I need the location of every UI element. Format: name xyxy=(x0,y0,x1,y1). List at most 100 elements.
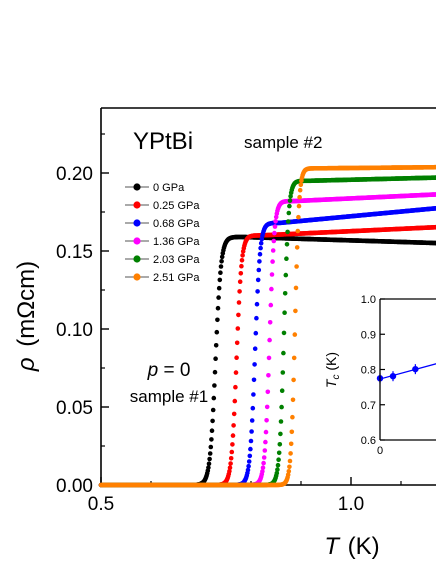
data-point xyxy=(288,451,293,456)
data-point xyxy=(291,377,296,383)
data-point xyxy=(266,373,271,378)
data-point xyxy=(211,395,217,401)
data-point xyxy=(290,397,296,403)
data-point xyxy=(213,343,219,348)
data-point xyxy=(209,428,215,434)
data-point xyxy=(278,419,284,424)
legend-marker xyxy=(133,273,141,281)
y-axis-var: ρ xyxy=(13,357,40,372)
y-tick-label: 0.15 xyxy=(56,242,93,263)
compound-label: YPtBi xyxy=(133,128,193,155)
data-point xyxy=(206,465,211,470)
data-point xyxy=(289,429,295,435)
legend-marker xyxy=(133,219,141,227)
y-tick-label: 0.20 xyxy=(56,164,93,185)
data-point xyxy=(264,418,269,423)
data-point xyxy=(249,429,254,434)
legend-label: 2.51 GPa xyxy=(153,272,200,284)
inset-y-tick-label: 0.7 xyxy=(361,400,376,412)
data-point xyxy=(210,407,216,413)
data-point xyxy=(207,451,213,456)
data-point xyxy=(279,388,285,394)
data-point xyxy=(271,238,277,244)
data-point xyxy=(276,457,281,463)
y-tick-label: 0.10 xyxy=(56,320,93,341)
data-point xyxy=(285,472,291,478)
data-point xyxy=(248,438,254,444)
data-point xyxy=(270,248,276,253)
data-point xyxy=(230,433,236,438)
data-point xyxy=(237,289,242,294)
data-point xyxy=(261,455,267,460)
data-point xyxy=(264,404,270,410)
data-point xyxy=(281,330,287,336)
sample-2-label: sample #2 xyxy=(244,133,322,152)
data-point xyxy=(287,464,292,470)
data-point xyxy=(265,389,271,395)
data-point xyxy=(236,300,242,305)
data-point xyxy=(294,245,300,250)
svg-text:Tc (K): Tc (K) xyxy=(323,352,342,388)
data-point xyxy=(287,203,292,209)
legend-marker xyxy=(133,255,141,263)
inset-y-sub: c xyxy=(331,375,342,380)
data-point xyxy=(228,456,234,461)
data-point xyxy=(230,442,235,447)
data-point xyxy=(215,305,221,311)
data-point xyxy=(268,302,274,308)
data-point xyxy=(274,470,280,476)
data-point xyxy=(269,272,275,277)
data-point xyxy=(284,242,290,247)
data-point xyxy=(288,441,294,447)
inset-y-tick-label: 1.0 xyxy=(361,294,376,306)
legend-marker xyxy=(133,237,141,245)
data-point xyxy=(229,449,235,455)
data-point xyxy=(216,285,222,291)
data-point xyxy=(234,355,239,361)
legend-label: 0.25 GPa xyxy=(153,200,200,212)
inset-y-axis-label: Tc (K) xyxy=(323,352,342,388)
data-point xyxy=(287,198,293,203)
data-point xyxy=(262,448,268,453)
x-axis-var: T xyxy=(324,533,341,560)
data-point xyxy=(269,286,274,292)
legend: 0 GPa 0.25 GPa 0.68 GPa 1.36 GPa 2.03 GPa 2.5… xyxy=(125,182,200,284)
data-point xyxy=(272,230,277,236)
y-axis-label: ρ (mΩcm) xyxy=(13,261,40,372)
data-point xyxy=(261,460,266,466)
data-point xyxy=(253,330,259,336)
x-axis-unit: (K) xyxy=(348,533,380,560)
data-point xyxy=(239,263,244,269)
data-point xyxy=(287,458,293,464)
legend-label: 0 GPa xyxy=(153,182,185,194)
legend-item: 2.03 GPa xyxy=(125,254,200,266)
data-point xyxy=(297,194,302,200)
inset-point xyxy=(412,365,419,373)
data-point xyxy=(295,228,301,234)
data-point xyxy=(233,370,239,375)
inset-y-unit: (K) xyxy=(323,352,339,375)
data-point xyxy=(288,193,293,199)
data-point xyxy=(255,289,260,294)
data-point xyxy=(228,461,233,466)
data-point xyxy=(252,346,258,352)
data-point xyxy=(282,310,287,316)
data-point xyxy=(248,446,253,452)
data-point xyxy=(276,450,282,456)
legend-label: 1.36 GPa xyxy=(153,236,200,248)
data-point xyxy=(278,431,283,437)
data-point xyxy=(252,362,257,367)
data-point xyxy=(296,203,302,209)
y-axis-unit: (mΩcm) xyxy=(13,261,40,347)
data-point xyxy=(232,398,238,404)
data-point xyxy=(251,377,257,383)
data-point xyxy=(270,259,275,264)
data-point xyxy=(233,384,238,390)
data-point xyxy=(250,405,256,411)
x-tick-label: 0.5 xyxy=(88,494,114,515)
pressure-var: p xyxy=(147,360,159,381)
data-point xyxy=(272,224,278,229)
sample-1-label: sample #1 xyxy=(130,387,208,406)
data-point xyxy=(267,320,273,325)
